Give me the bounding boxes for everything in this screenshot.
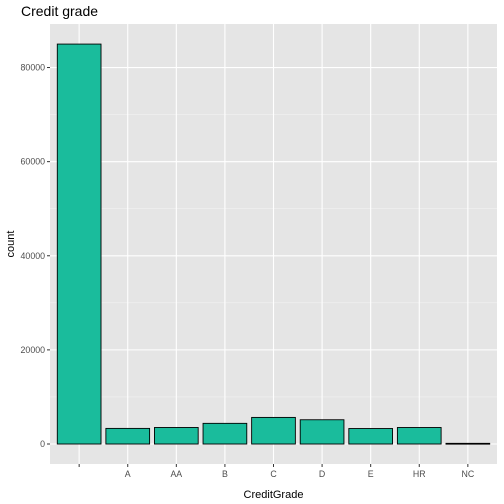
y-tick-label: 20000 [21, 345, 46, 355]
bars [56, 43, 491, 445]
x-tick-label: NC [461, 469, 474, 479]
bar [251, 416, 296, 445]
x-tick-label: D [319, 469, 325, 479]
y-axis-title: count [5, 231, 17, 258]
x-axis-title: CreditGrade [244, 489, 304, 501]
x-tick-label: C [270, 469, 277, 479]
y-tick-label: 80000 [21, 63, 46, 73]
x-tick-label: HR [413, 469, 426, 479]
bar [396, 427, 442, 445]
bar [445, 442, 491, 445]
bar [202, 422, 248, 445]
y-tick-label: 60000 [21, 157, 46, 167]
bar [56, 43, 102, 445]
chart-title: Credit grade [21, 3, 98, 19]
bar [299, 419, 345, 445]
x-axis: A AA B C D E HR NC [78, 464, 475, 479]
y-tick-label: 40000 [21, 251, 46, 261]
x-tick-label: A [125, 469, 131, 479]
bar [105, 427, 151, 445]
x-tick-label: AA [170, 469, 182, 479]
bar [348, 428, 393, 445]
bar [154, 427, 199, 445]
y-tick-label: 0 [40, 439, 45, 449]
x-tick-label: B [222, 469, 228, 479]
x-tick-label: E [368, 469, 374, 479]
y-axis: 0 20000 40000 60000 80000 [21, 63, 50, 449]
